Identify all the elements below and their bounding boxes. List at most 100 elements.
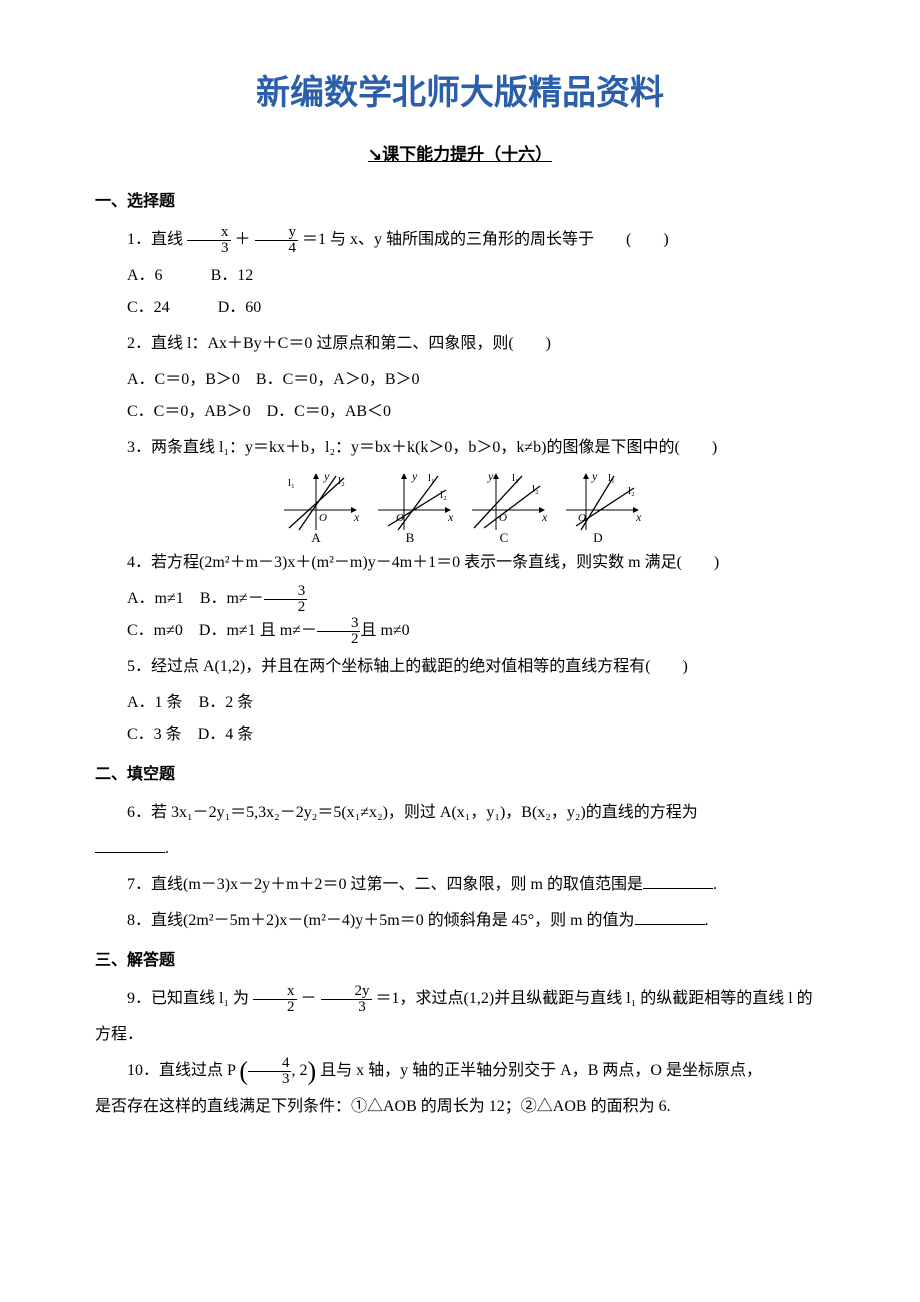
arrow-icon: ↘ <box>368 145 382 164</box>
svg-text:x: x <box>541 510 548 524</box>
q4d-num: 3 <box>317 616 361 632</box>
svg-text:D: D <box>593 530 602 543</box>
diagram-B: y x O l₁ l₂ B <box>368 468 458 543</box>
q4-options-row1: A．m≠1 B．m≠－32 <box>95 583 825 615</box>
q1-suffix: ＝1 与 x、y 轴所围成的三角形的周长等于 ( ) <box>302 231 669 248</box>
svg-text:l₂: l₂ <box>338 475 345 487</box>
q4d-den: 2 <box>317 632 361 647</box>
q9-f2d: 3 <box>321 1000 372 1015</box>
diagram-A: y x O l₁ l₂ A <box>274 468 364 543</box>
q4-optB-frac: 32 <box>264 584 308 615</box>
q1-optD: D．60 <box>218 299 262 316</box>
q2-options-row2: C．C＝0，AB＞0 D．C＝0，AB＜0 <box>95 396 825 428</box>
q2-options-row1: A．C＝0，B＞0 B．C＝0，A＞0，B＞0 <box>95 364 825 396</box>
q9-prefix: 9．已知直线 l₁ 为 <box>127 990 249 1007</box>
q4-optD-pre: D．m≠1 且 m≠－ <box>199 622 317 639</box>
q1-optB: B．12 <box>211 267 254 284</box>
q8-text: 8．直线(2m²－5m＋2)x－(m²－4)y＋5m＝0 的倾斜角是 45°，则… <box>127 912 635 929</box>
question-2: 2．直线 l：Ax＋By＋C＝0 过原点和第二、四象限，则( ) <box>95 328 825 360</box>
section-fill: 二、填空题 <box>95 759 825 791</box>
q4-optA: A．m≠1 <box>127 590 184 607</box>
svg-text:C: C <box>500 530 509 543</box>
q4-optD-frac: 32 <box>317 616 361 647</box>
question-3: 3．两条直线 l₁：y＝kx＋b，l₂：y＝bx＋k(k＞0，b＞0，k≠b)的… <box>95 432 825 464</box>
question-4: 4．若方程(2m²＋m－3)x＋(m²－m)y－4m＋1＝0 表示一条直线，则实… <box>95 547 825 579</box>
q10-lparen: ( <box>239 1056 248 1085</box>
q1-optC: C．24 <box>127 299 170 316</box>
section-answer: 三、解答题 <box>95 945 825 977</box>
q7-suffix: . <box>713 876 717 893</box>
svg-text:l₁: l₁ <box>288 477 295 489</box>
diagram-D: y x O l₁ l₂ D <box>556 468 646 543</box>
diagram-C: y x O l₁ l₂ C <box>462 468 552 543</box>
svg-text:O: O <box>396 512 404 524</box>
q9-suffix: ＝1，求过点(1,2)并且纵截距与直线 l₁ 的纵截距相等的直线 l 的 <box>376 990 813 1007</box>
question-1: 1．直线 x3 ＋ y4 ＝1 与 x、y 轴所围成的三角形的周长等于 ( ) <box>95 224 825 256</box>
svg-text:x: x <box>353 510 360 524</box>
q9-f2n: 2y <box>321 984 372 1000</box>
question-7: 7．直线(m－3)x－2y＋m＋2＝0 过第一、二、四象限，则 m 的取值范围是… <box>95 869 825 901</box>
question-5: 5．经过点 A(1,2)，并且在两个坐标轴上的截距的绝对值相等的直线方程有( ) <box>95 651 825 683</box>
q4-optB-pre: B．m≠－ <box>200 590 264 607</box>
svg-text:y: y <box>591 469 598 483</box>
q5-optA: A．1 条 <box>127 694 183 711</box>
subtitle: ↘课下能力提升（十六） <box>95 138 825 172</box>
question-9: 9．已知直线 l₁ 为 x2 － 2y3 ＝1，求过点(1,2)并且纵截距与直线… <box>95 983 825 1015</box>
q10-rparen: ) <box>307 1056 316 1085</box>
q6-blank <box>95 852 165 853</box>
q2-optD: D．C＝0，AB＜0 <box>267 403 391 420</box>
q1-frac2-num: y <box>255 225 299 241</box>
svg-text:O: O <box>578 512 586 524</box>
svg-text:x: x <box>447 510 454 524</box>
q5-optC: C．3 条 <box>127 726 182 743</box>
svg-text:O: O <box>319 512 327 524</box>
svg-text:y: y <box>487 469 494 483</box>
q10-pn: 4 <box>248 1056 292 1072</box>
svg-text:l₂: l₂ <box>628 485 635 497</box>
q8-suffix: . <box>705 912 709 929</box>
q1-options-row2: C．24 D．60 <box>95 292 825 324</box>
q10-mid: 且与 x 轴，y 轴的正半轴分别交于 A，B 两点，O 是坐标原点， <box>320 1062 762 1079</box>
svg-text:y: y <box>323 469 330 483</box>
q1-frac1: x3 <box>187 225 231 256</box>
q7-blank <box>643 888 713 889</box>
q6-text: 6．若 3x₁－2y₁＝5,3x₂－2y₂＝5(x₁≠x₂)，则过 A(x₁，y… <box>127 804 698 821</box>
q10-comma: , 2 <box>291 1062 307 1079</box>
svg-text:l₁: l₁ <box>512 472 519 484</box>
q7-text: 7．直线(m－3)x－2y＋m＋2＝0 过第一、二、四象限，则 m 的取值范围是 <box>127 876 643 893</box>
q6-suffix: . <box>165 840 169 857</box>
q5-optD: D．4 条 <box>198 726 254 743</box>
svg-text:A: A <box>311 530 321 543</box>
q4-options-row2: C．m≠0 D．m≠1 且 m≠－32且 m≠0 <box>95 615 825 647</box>
q10-prefix: 10．直线过点 P <box>127 1062 235 1079</box>
q2-optB: B．C＝0，A＞0，B＞0 <box>256 371 420 388</box>
q10-pd: 3 <box>248 1072 292 1087</box>
q9-line2: 方程． <box>95 1019 825 1051</box>
q9-frac2: 2y3 <box>321 984 372 1015</box>
q5-optB: B．2 条 <box>199 694 254 711</box>
q10-frac: 43 <box>248 1056 292 1087</box>
subtitle-text: 课下能力提升（十六） <box>382 145 552 164</box>
q4b-num: 3 <box>264 584 308 600</box>
section-choice: 一、选择题 <box>95 186 825 218</box>
svg-text:l₁: l₁ <box>608 472 615 484</box>
q4-optC: C．m≠0 <box>127 622 183 639</box>
q10-line2: 是否存在这样的直线满足下列条件：①△AOB 的周长为 12；②△AOB 的面积为… <box>95 1091 825 1123</box>
q9-f1d: 2 <box>253 1000 297 1015</box>
q9-frac1: x2 <box>253 984 297 1015</box>
q2-optA: A．C＝0，B＞0 <box>127 371 240 388</box>
q1-frac2: y4 <box>255 225 299 256</box>
q3-diagrams: y x O l₁ l₂ A y x O l₁ l₂ B y x O l₁ l₂ … <box>95 468 825 543</box>
q4-optD-post: 且 m≠0 <box>360 622 409 639</box>
svg-text:l₁: l₁ <box>428 472 435 484</box>
q1-prefix: 1．直线 <box>127 231 183 248</box>
q1-plus: ＋ <box>235 231 251 248</box>
q9-f1n: x <box>253 984 297 1000</box>
q5-options-row2: C．3 条 D．4 条 <box>95 719 825 751</box>
svg-text:x: x <box>635 510 642 524</box>
q1-frac1-den: 3 <box>187 241 231 256</box>
q1-frac1-num: x <box>187 225 231 241</box>
q2-optC: C．C＝0，AB＞0 <box>127 403 251 420</box>
main-title: 新编数学北师大版精品资料 <box>95 60 825 128</box>
q4b-den: 2 <box>264 600 308 615</box>
